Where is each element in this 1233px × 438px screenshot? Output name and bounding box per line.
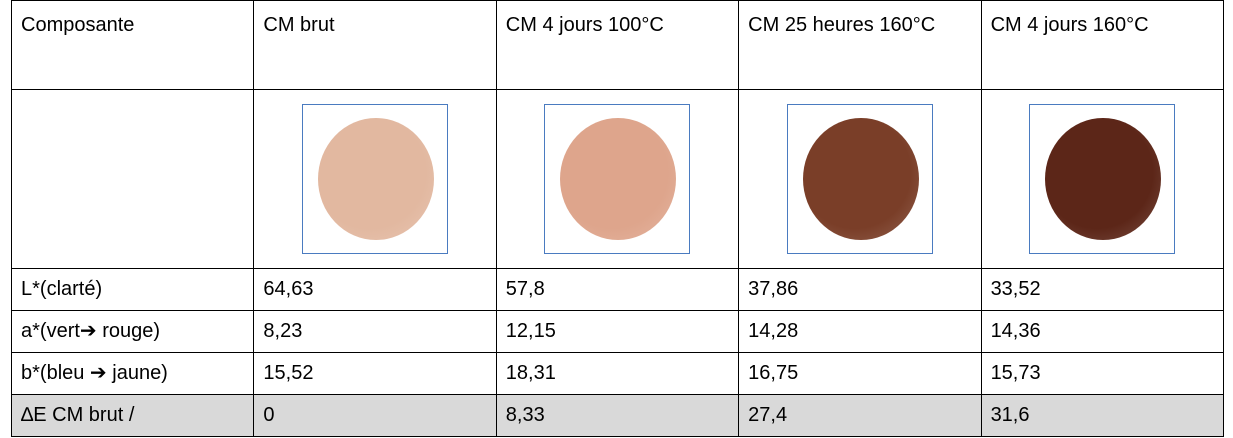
- image-cell: [738, 89, 982, 269]
- data-row: ∆E CM brut /0 8,33 27,4 31,6: [10, 394, 1225, 437]
- header-cell: CM 4 jours 100°C: [495, 0, 740, 90]
- sample-disc: [1045, 118, 1162, 240]
- data-cell: 14,36: [980, 310, 1225, 353]
- data-cell: 0: [253, 394, 497, 437]
- data-cell: 16,75: [738, 352, 982, 395]
- header-cell: Composante: [10, 0, 255, 90]
- sample-frame: [786, 104, 933, 254]
- sample-frame: [544, 104, 691, 254]
- header-cell: CM brut: [253, 0, 497, 90]
- data-cell: 8,33: [495, 394, 740, 437]
- sample-frame: [302, 104, 449, 254]
- sample-frame: [1029, 104, 1176, 254]
- image-cell: [253, 89, 497, 269]
- data-row: b*(bleu ➔ jaune) 15,52 18,31 16,75 15,73: [10, 352, 1225, 395]
- data-row: a*(vert➔ rouge) 8,23 12,15 14,28 14,36: [10, 310, 1225, 353]
- data-cell: 14,28: [738, 310, 982, 353]
- image-cell: [10, 89, 255, 269]
- color-table: Composante CM brut CM 4 jours 100°C CM 25 h…: [10, 0, 1225, 437]
- data-cell: 18,31: [495, 352, 740, 395]
- sample-disc: [318, 118, 435, 240]
- data-cell: 15,52: [253, 352, 497, 395]
- row-label: L*(clarté): [10, 268, 255, 311]
- data-row: L*(clarté) 64,63 57,8 37,86 33,52: [10, 268, 1225, 311]
- row-label: ∆E CM brut /: [10, 394, 255, 437]
- data-cell: 37,86: [738, 268, 982, 311]
- image-cell: [980, 89, 1225, 269]
- header-row: Composante CM brut CM 4 jours 100°C CM 25 h…: [10, 0, 1225, 90]
- header-cell: CM 25 heures 160°C: [738, 0, 982, 90]
- data-cell: 15,73: [980, 352, 1225, 395]
- row-label: b*(bleu ➔ jaune): [10, 352, 255, 395]
- image-cell: [495, 89, 740, 269]
- data-cell: 31,6: [980, 394, 1225, 437]
- sample-disc: [560, 118, 677, 240]
- data-cell: 27,4: [738, 394, 982, 437]
- header-cell: CM 4 jours 160°C: [980, 0, 1225, 90]
- data-cell: 33,52: [980, 268, 1225, 311]
- image-row: [10, 89, 1225, 269]
- data-cell: 57,8: [495, 268, 740, 311]
- data-cell: 8,23: [253, 310, 497, 353]
- table-body: Composante CM brut CM 4 jours 100°C CM 25 h…: [10, 0, 1225, 437]
- sample-disc: [802, 118, 919, 240]
- data-cell: 12,15: [495, 310, 740, 353]
- row-label: a*(vert➔ rouge): [10, 310, 255, 353]
- data-cell: 64,63: [253, 268, 497, 311]
